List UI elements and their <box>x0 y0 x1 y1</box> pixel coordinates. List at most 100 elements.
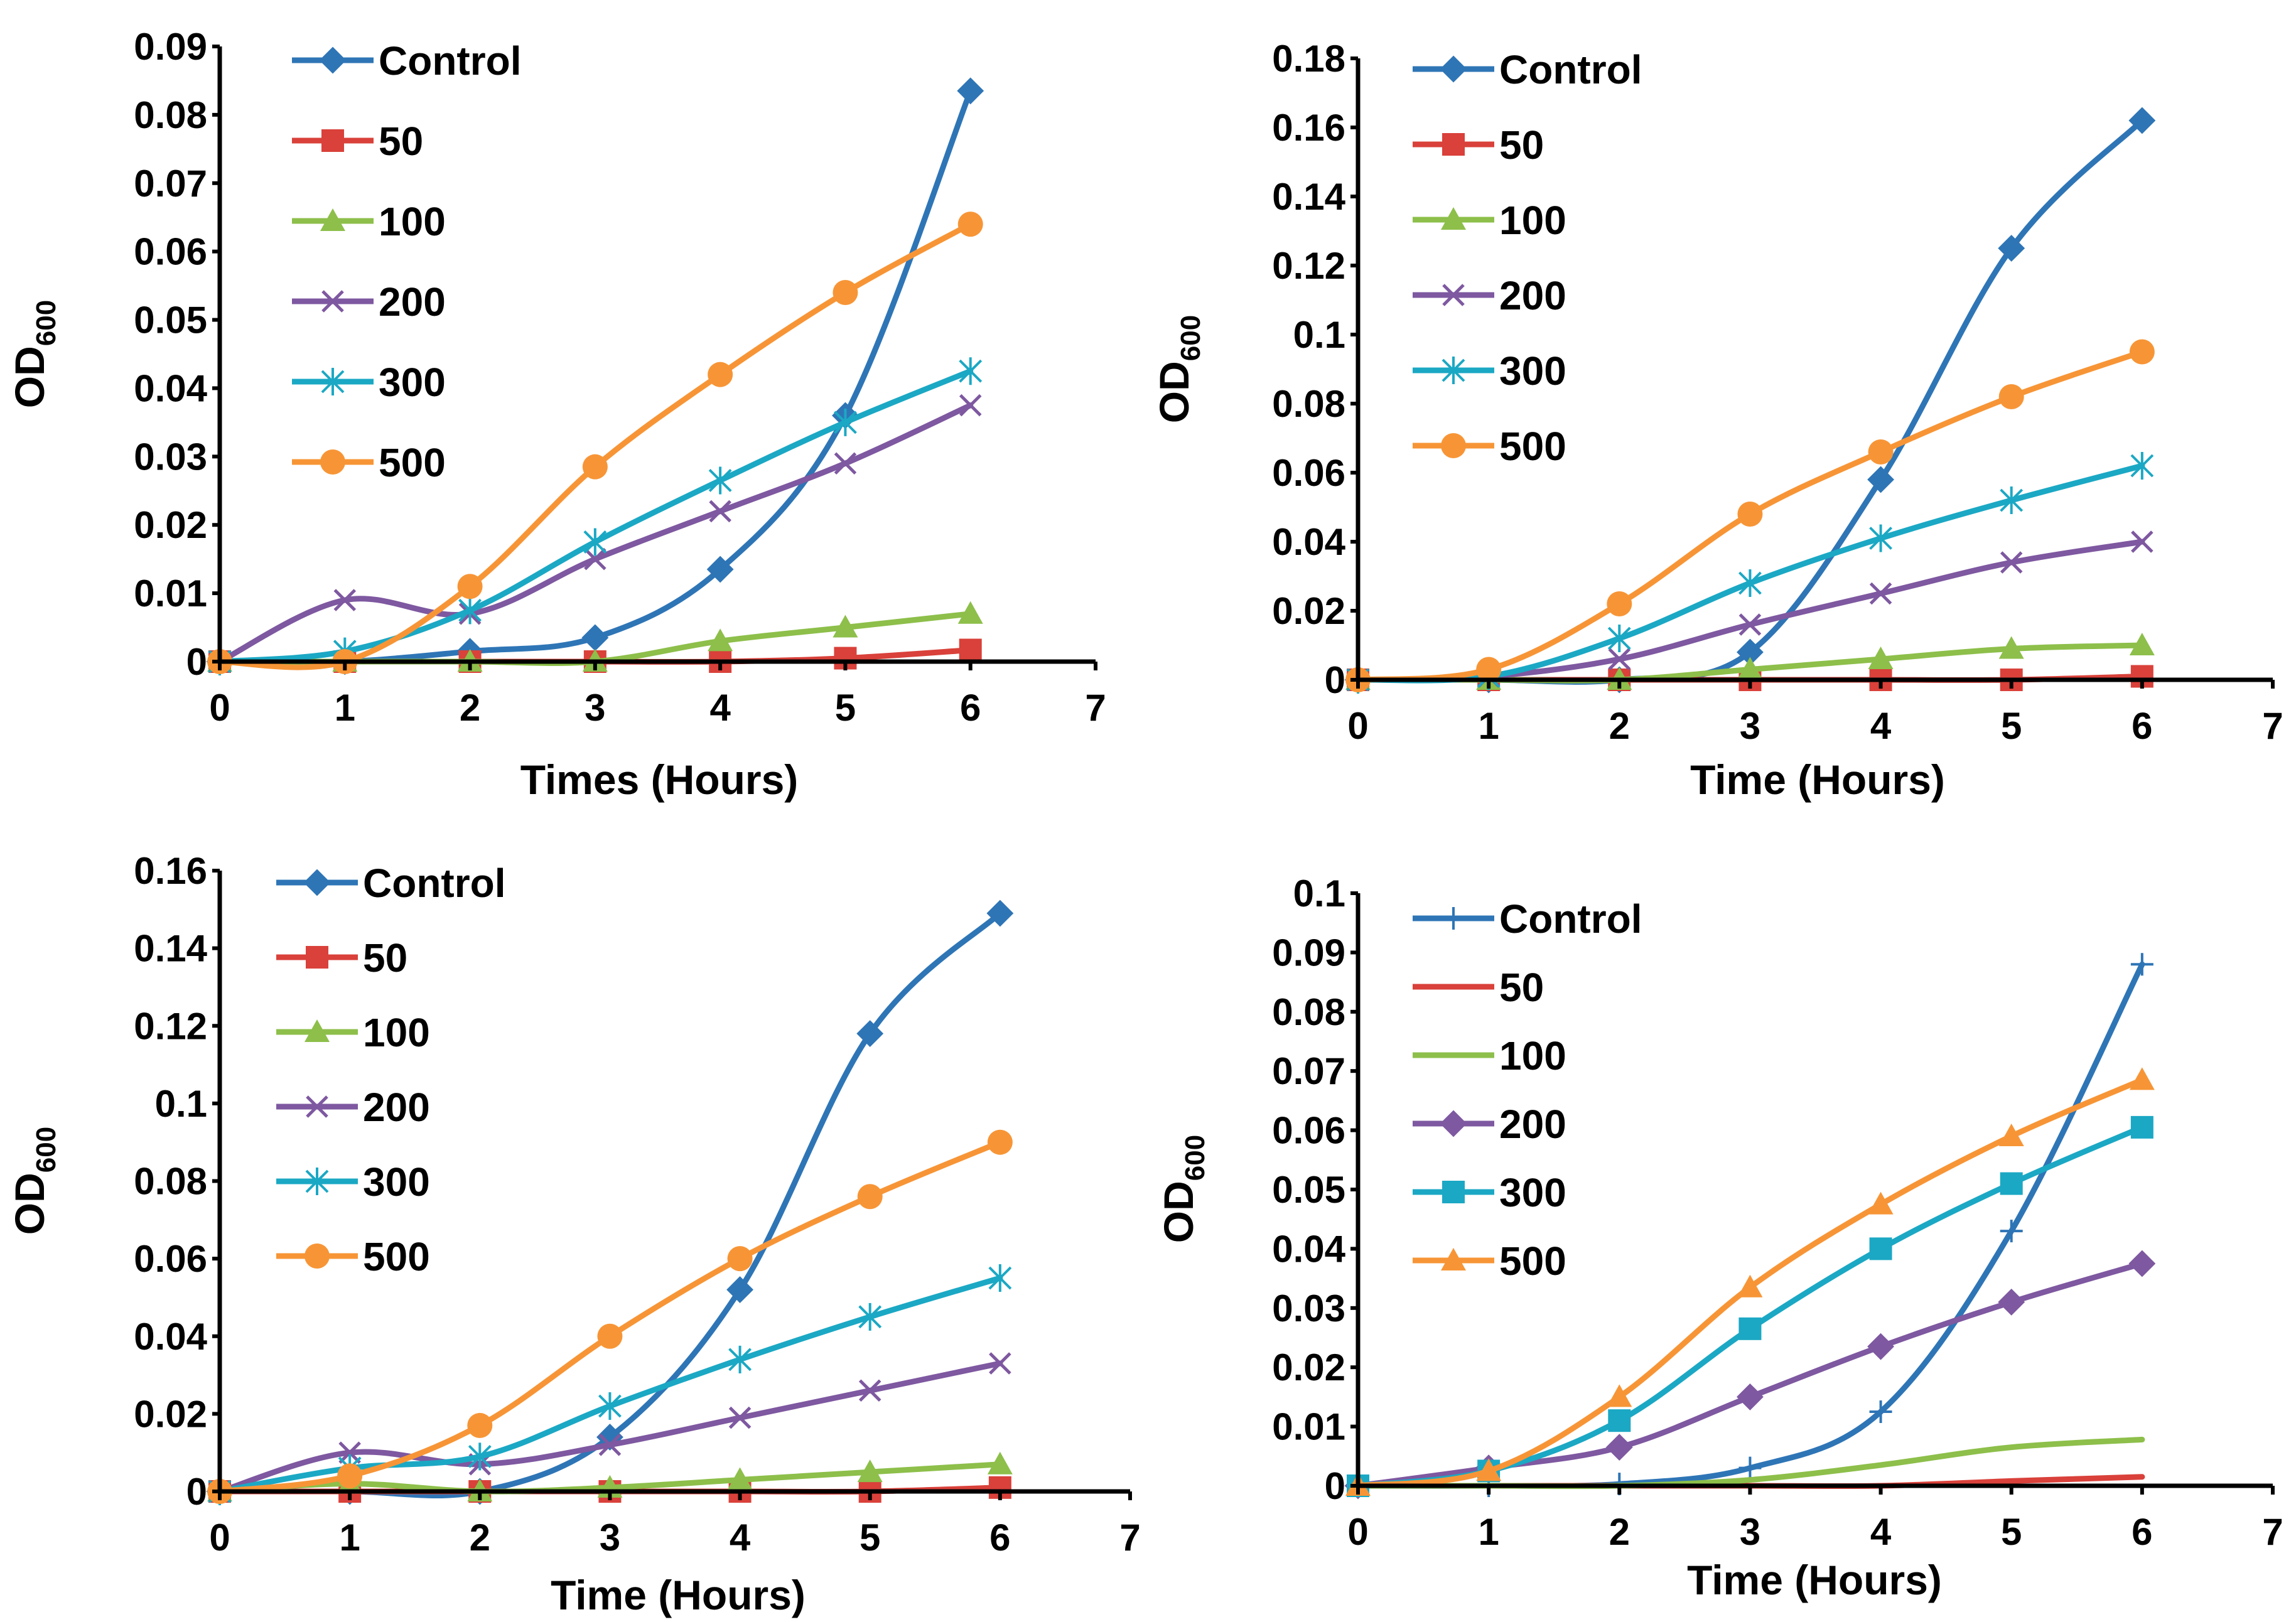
data-point-500-x3 <box>582 454 608 480</box>
legend-label: 200 <box>379 279 446 325</box>
data-point-200-x5 <box>2000 551 2023 574</box>
x-tick-label: 2 <box>460 687 480 729</box>
data-point-300-x2 <box>458 596 482 625</box>
data-point-500-x4 <box>1868 439 1894 465</box>
legend-label: Control <box>1499 896 1642 942</box>
y-tick-label: 0.06 <box>134 1238 207 1280</box>
data-point-100-x4 <box>708 628 733 652</box>
data-point-500-x3 <box>1737 502 1763 527</box>
data-point-control-x3 <box>1738 1456 1762 1480</box>
x-tick-label: 1 <box>1478 1511 1499 1553</box>
data-point-300-x2 <box>1607 625 1631 652</box>
y-tick-label: 0.04 <box>1272 521 1345 563</box>
legend-marker-200 <box>321 290 344 313</box>
data-point-100-x5 <box>1998 636 2024 659</box>
y-tick-label: 0.12 <box>134 1005 207 1047</box>
x-tick-label: 2 <box>470 1517 490 1559</box>
y-tick-label: 0.1 <box>1293 873 1345 915</box>
legend-marker-control <box>1440 55 1467 83</box>
legend-label: 300 <box>379 360 446 405</box>
data-point-300-x2 <box>468 1442 492 1471</box>
x-tick-label: 0 <box>1347 1511 1368 1553</box>
data-point-200-x4 <box>1867 1333 1894 1360</box>
y-tick-label: 0.18 <box>1272 38 1345 80</box>
data-point-500-x4 <box>727 1246 753 1272</box>
data-point-100-x4 <box>1868 647 1894 669</box>
y-tick-label: 0.02 <box>134 1393 207 1435</box>
legend-marker-300 <box>1442 357 1465 384</box>
data-point-control-x6 <box>2128 107 2156 134</box>
y-tick-label: 0.14 <box>134 928 207 970</box>
legend-label: 100 <box>1499 1033 1566 1078</box>
data-point-500-x2 <box>1607 1384 1632 1407</box>
data-point-300-x6 <box>988 1264 1012 1292</box>
x-tick-label: 6 <box>989 1517 1010 1559</box>
y-tick-label: 0.08 <box>134 94 207 136</box>
data-point-500-x2 <box>1607 591 1632 616</box>
data-point-100-x5 <box>833 615 858 638</box>
legend-label: 100 <box>1499 198 1566 243</box>
y-tick-label: 0.05 <box>134 299 207 341</box>
y-axis-title: OD600 <box>1151 315 1206 423</box>
y-axis-title: OD600 <box>6 300 62 408</box>
y-tick-label: 0.04 <box>134 367 207 409</box>
series-group <box>206 900 1014 1505</box>
data-point-200-x4 <box>1869 582 1892 605</box>
data-point-control-x5 <box>1998 235 2025 262</box>
data-point-200-x3 <box>584 547 606 571</box>
legend-label: 50 <box>379 119 423 164</box>
legend-marker-200 <box>1440 1110 1467 1137</box>
data-point-200-x5 <box>834 452 857 475</box>
x-tick-label: 4 <box>1870 1511 1892 1553</box>
legend-marker-50 <box>321 129 344 152</box>
y-tick-label: 0.1 <box>1293 314 1345 356</box>
data-point-control-x4 <box>1869 1400 1892 1423</box>
data-point-500-x1 <box>1476 1458 1502 1481</box>
data-point-300-x5 <box>2000 486 2024 514</box>
legend-label: 50 <box>1499 122 1544 168</box>
y-tick-label: 0.03 <box>1272 1287 1345 1329</box>
y-tick-label: 0.07 <box>134 163 207 205</box>
data-point-500-x5 <box>857 1184 883 1210</box>
legend-marker-control <box>1442 907 1465 930</box>
data-point-200-x2 <box>1605 1434 1633 1461</box>
legend-label: 500 <box>379 440 446 485</box>
x-tick-label: 5 <box>2001 1511 2022 1553</box>
data-point-200-x2 <box>1608 648 1631 670</box>
x-tick-label: 1 <box>335 687 355 729</box>
data-point-200-x6 <box>959 394 982 417</box>
data-point-200-x6 <box>2128 1250 2156 1277</box>
y-tick-label: 0.02 <box>134 504 207 546</box>
data-point-50-x6 <box>959 638 982 662</box>
legend-marker-control <box>319 46 347 74</box>
y-tick-label: 0 <box>1325 659 1345 701</box>
data-point-300-x5 <box>834 408 857 436</box>
data-point-500-x2 <box>467 1412 493 1438</box>
y-tick-label: 0.06 <box>134 231 207 273</box>
y-tick-label: 0.08 <box>1272 991 1345 1033</box>
y-axis-title-main: OD <box>1151 361 1197 423</box>
chart-1: 0 0.01 0.02 0.03 0.04 0.05 0.06 0.07 0.08 0.09 0 1 2… <box>6 26 1106 803</box>
y-axis-title-subscript: 600 <box>1175 315 1206 361</box>
data-point-500-x1 <box>1476 657 1502 682</box>
y-tick-label: 0.1 <box>155 1083 207 1125</box>
x-tick-label: 6 <box>960 687 981 729</box>
y-tick-label: 0.04 <box>1272 1228 1345 1270</box>
legend: Control 50 100 200 300 500 <box>276 861 506 1279</box>
series-group <box>1344 107 2156 694</box>
y-tick-label: 0 <box>1325 1465 1345 1507</box>
y-tick-label: 0.06 <box>1272 1110 1345 1152</box>
data-point-100-x3 <box>1737 657 1763 680</box>
x-axis-title: Time (Hours) <box>1690 756 1945 803</box>
x-axis-title: Time (Hours) <box>551 1572 806 1618</box>
data-point-300-x4 <box>1869 524 1892 552</box>
data-point-500-x6 <box>957 212 983 237</box>
data-point-300-x6 <box>2130 1115 2153 1139</box>
x-tick-label: 1 <box>339 1517 360 1559</box>
series-group <box>206 77 984 675</box>
legend-label: Control <box>379 38 522 83</box>
data-point-control-x4 <box>726 1276 753 1303</box>
y-axis-title-main: OD <box>1155 1181 1202 1243</box>
chart-2: 0 0.02 0.04 0.06 0.08 0.1 0.12 0.14 0.16 0.18 0 1 2 3… <box>1151 38 2283 803</box>
